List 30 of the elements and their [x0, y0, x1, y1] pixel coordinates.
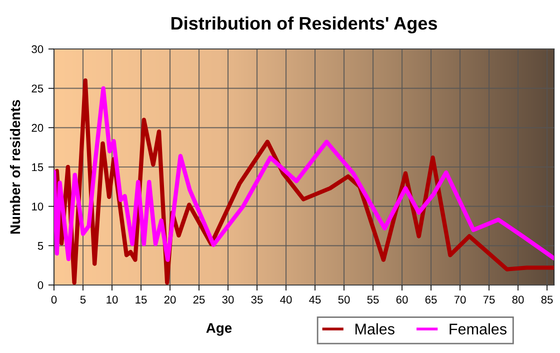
y-tick-label: 0: [38, 281, 44, 290]
x-tick-label: 20: [164, 296, 176, 304]
y-axis-title: Number of residents: [10, 100, 20, 234]
x-tick-label: 30: [222, 296, 234, 304]
x-tick-label: 60: [396, 296, 408, 304]
y-tick-label: 15: [32, 163, 44, 172]
x-tick-label: 65: [425, 296, 437, 304]
x-tick-label: 50: [338, 296, 350, 304]
x-tick-label: 45: [309, 296, 321, 304]
y-tick-label: 25: [32, 84, 44, 92]
chart-title: Distribution of Residents' Ages: [171, 16, 437, 34]
x-tick-label: 40: [280, 296, 292, 304]
x-tick-label: 75: [483, 296, 495, 304]
y-tick-label: 5: [38, 242, 44, 250]
x-tick-label: 85: [541, 296, 553, 304]
x-tick-label: 25: [193, 296, 205, 304]
x-tick-label: 70: [454, 296, 466, 304]
x-tick-label: 15: [136, 296, 147, 304]
legend-label: Males: [356, 323, 394, 334]
legend-label: Females: [450, 323, 506, 334]
x-tick-label: 55: [367, 296, 379, 304]
y-tick-label: 30: [32, 45, 44, 54]
y-tick-label: 10: [32, 202, 44, 210]
x-tick-label: 0: [51, 296, 57, 304]
x-axis-title: Age: [206, 323, 232, 336]
x-tick-label: 80: [512, 296, 524, 304]
x-tick-label: 35: [251, 296, 263, 304]
x-tick-label: 5: [80, 296, 86, 304]
x-tick-label: 10: [106, 296, 118, 304]
y-tick-label: 20: [32, 124, 44, 132]
